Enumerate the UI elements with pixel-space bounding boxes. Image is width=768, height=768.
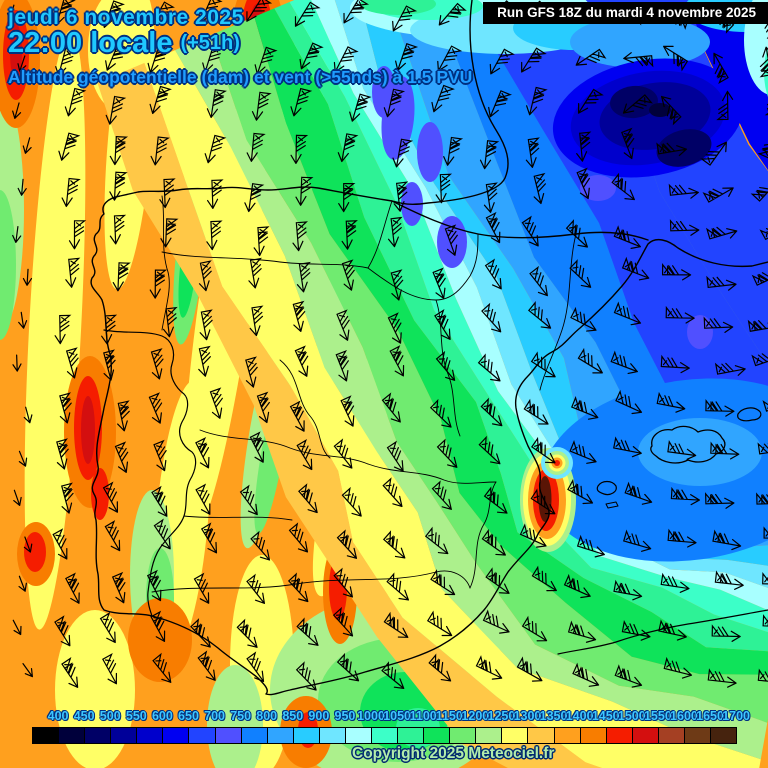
forecast-time: 22:00 locale (+51h) — [8, 27, 240, 60]
legend-cell-700: 700 — [188, 709, 225, 744]
legend-label-850: 850 — [282, 709, 304, 723]
legend-cell-1250: 1250 — [475, 709, 515, 744]
legend-cell-650: 650 — [162, 709, 199, 744]
legend-cell-900: 900 — [292, 709, 329, 744]
legend-cell-1700: 1700 — [710, 709, 750, 744]
legend-label-950: 950 — [334, 709, 356, 723]
legend-label-600: 600 — [151, 709, 173, 723]
legend-label-1000: 1000 — [357, 709, 385, 723]
copyright-label: Copyright 2025 Meteociel.fr — [352, 745, 555, 762]
map-title: Altitude géopotentielle (dam) et vent (>… — [8, 67, 473, 87]
legend-cell-750: 750 — [214, 709, 251, 744]
legend-label-1350: 1350 — [539, 709, 568, 723]
legend-label-750: 750 — [230, 709, 252, 723]
legend-label-1500: 1500 — [617, 709, 646, 723]
legend-cell-1650: 1650 — [683, 709, 724, 744]
legend-cell-1000: 1000 — [344, 709, 385, 744]
legend-label-1650: 1650 — [696, 709, 724, 723]
legend-label-900: 900 — [308, 709, 330, 723]
legend-label-1150: 1150 — [435, 709, 463, 723]
legend-label-800: 800 — [256, 709, 278, 723]
legend-cell-1350: 1350 — [527, 709, 567, 744]
legend-cell-1550: 1550 — [631, 709, 672, 744]
legend-cell-1600: 1600 — [657, 709, 698, 744]
legend-label-1400: 1400 — [565, 709, 594, 723]
color-scale-legend: 400 450 500 550 600 650 700 750 800 850 900 950 1000… — [32, 709, 750, 744]
legend-cell-450: 450 — [58, 709, 95, 744]
legend-label-1050: 1050 — [383, 709, 411, 723]
legend-cell-1150: 1150 — [423, 709, 463, 744]
legend-label-1200: 1200 — [461, 709, 490, 723]
forecast-time-value: 22:00 locale — [8, 27, 173, 59]
legend-label-400: 400 — [47, 709, 69, 723]
forecast-date: jeudi 6 novembre 2025 — [8, 6, 244, 29]
legend-cell-600: 600 — [136, 709, 173, 744]
legend-label-1300: 1300 — [513, 709, 542, 723]
legend-label-550: 550 — [125, 709, 147, 723]
legend-label-1700: 1700 — [722, 709, 751, 723]
legend-label-650: 650 — [178, 709, 199, 723]
legend-cell-400: 400 — [32, 709, 69, 744]
forecast-hour-offset: (+51h) — [180, 32, 240, 54]
legend-cell-850: 850 — [266, 709, 303, 744]
legend-label-700: 700 — [204, 709, 225, 723]
legend-cell-1050: 1050 — [371, 709, 411, 744]
legend-label-500: 500 — [99, 709, 121, 723]
legend-cell-550: 550 — [110, 709, 147, 744]
legend-cell-1400: 1400 — [553, 709, 594, 744]
legend-label-1250: 1250 — [487, 709, 516, 723]
legend-cell-1100: 1100 — [397, 709, 437, 744]
legend-cell-1450: 1450 — [579, 709, 620, 744]
model-run-label: Run GFS 18Z du mardi 4 novembre 2025 — [483, 2, 768, 24]
legend-label-1100: 1100 — [409, 709, 437, 723]
legend-cell-1500: 1500 — [605, 709, 646, 744]
legend-cell-950: 950 — [318, 709, 355, 744]
legend-label-1600: 1600 — [670, 709, 698, 723]
legend-cell-1300: 1300 — [501, 709, 541, 744]
legend-label-1450: 1450 — [591, 709, 620, 723]
legend-cell-500: 500 — [84, 709, 121, 744]
legend-label-450: 450 — [73, 709, 95, 723]
legend-cell-800: 800 — [240, 709, 277, 744]
legend-label-1550: 1550 — [643, 709, 672, 723]
legend-cell-1200: 1200 — [449, 709, 489, 744]
